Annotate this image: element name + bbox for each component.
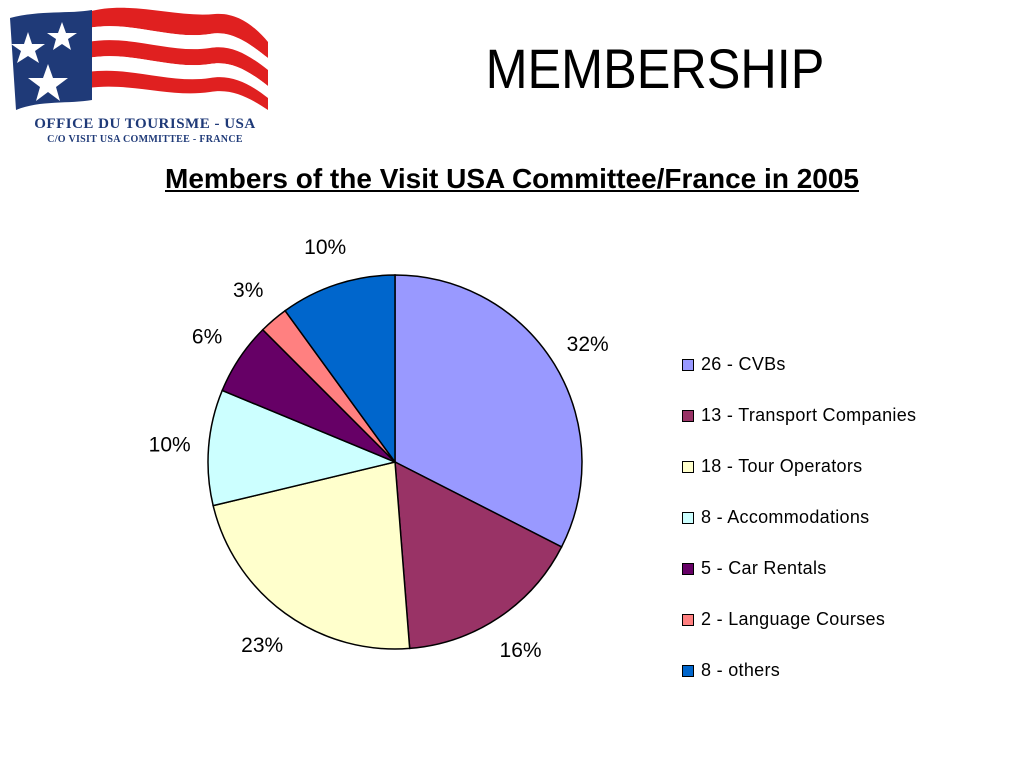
slide-title: MEMBERSHIP [485,37,825,100]
chart-title: Members of the Visit USA Committee/Franc… [165,163,859,194]
slice-percent-label: 6% [192,325,222,348]
star-icon [47,22,77,50]
legend-label: 26 - CVBs [701,354,786,374]
logo-subtitle: C/O VISIT USA COMMITTEE - FRANCE [47,134,243,145]
legend-swatch [682,461,694,473]
legend-label: 5 - Car Rentals [701,558,827,578]
slice-percent-label: 16% [500,639,542,662]
star-icon [11,32,45,63]
flag-emblem [10,7,268,110]
legend-label: 8 - others [701,660,781,680]
legend-label: 2 - Language Courses [701,609,886,629]
pie-slice-4 [207,389,398,507]
star-icon [28,64,68,101]
slice-percent-label: 3% [233,279,263,302]
slice-percent-label: 32% [567,333,609,356]
legend-swatch [682,665,694,677]
legend-swatch [682,512,694,524]
office-du-tourisme-logo: OFFICE DU TOURISME - USA C/O VISIT USA C… [0,0,282,158]
legend-label: 18 - Tour Operators [701,456,863,476]
legend-swatch [682,359,694,371]
legend-label: 13 - Transport Companies [701,405,917,425]
slice-percent-label: 23% [241,634,283,657]
pie-slice-1 [394,274,583,548]
logo-title: OFFICE DU TOURISME - USA [34,116,256,132]
pie-slice-7 [284,274,396,465]
pie-slice-2 [394,460,563,650]
legend-swatch [682,614,694,626]
legend-swatch [682,563,694,575]
legend-swatch [682,410,694,422]
pie-slice-3 [212,461,411,650]
legend-label: 8 - Accommodations [701,507,870,527]
slice-percent-label: 10% [149,433,191,456]
slice-percent-label: 10% [304,236,346,259]
